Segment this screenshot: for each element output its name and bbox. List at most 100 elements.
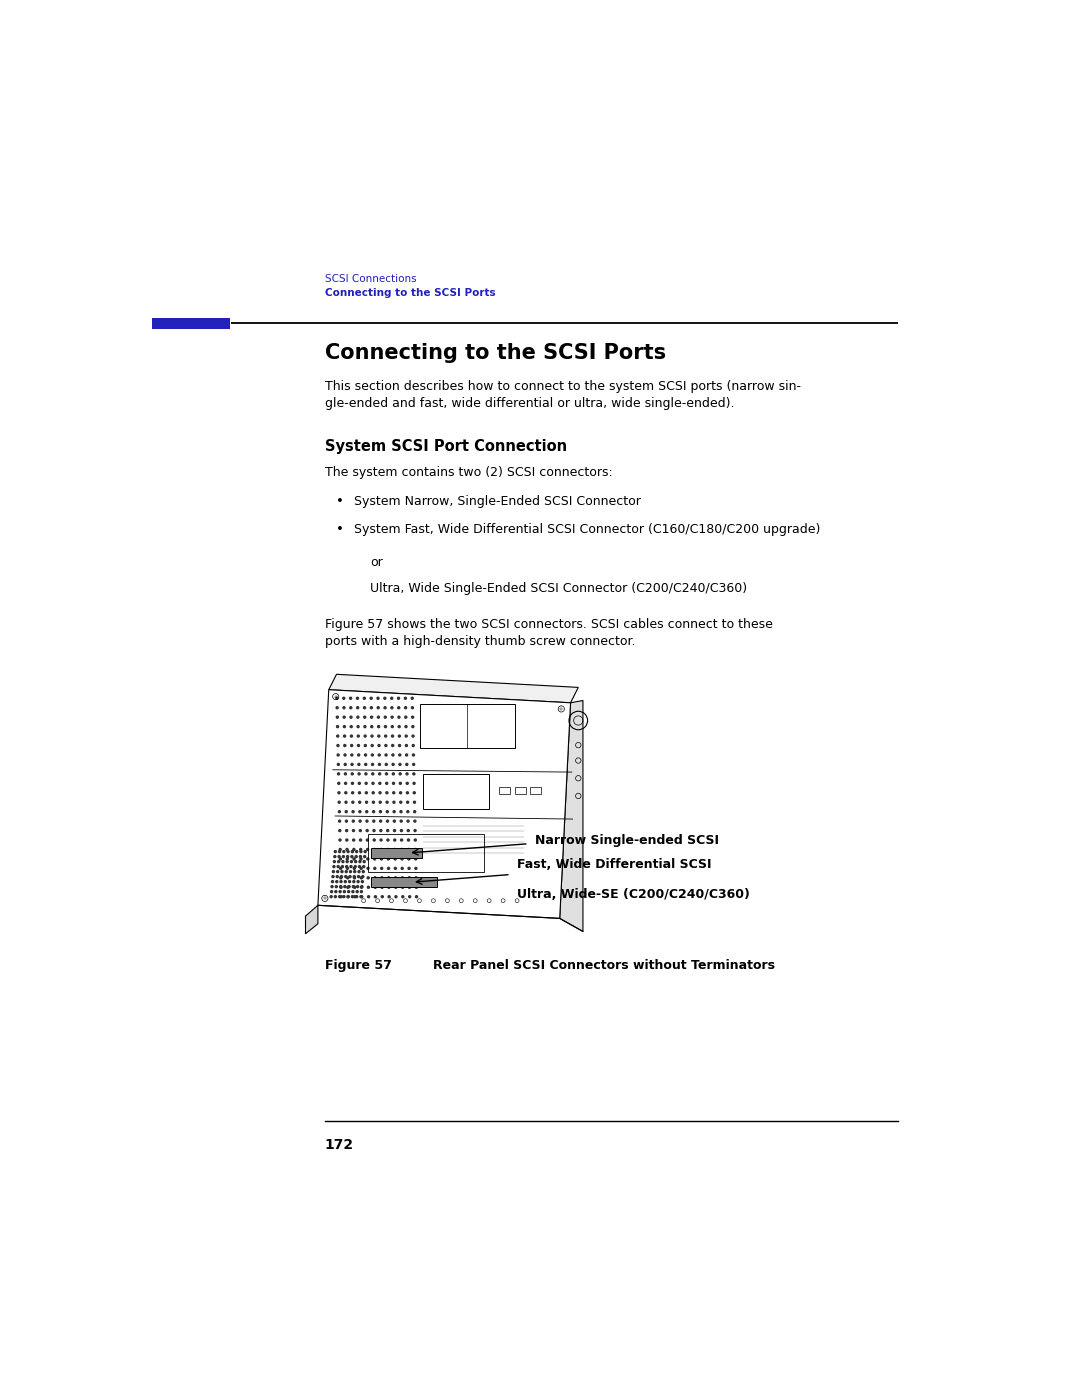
Bar	[372, 877, 437, 887]
Circle shape	[352, 802, 354, 803]
Circle shape	[401, 840, 403, 841]
Circle shape	[384, 735, 387, 738]
Circle shape	[350, 725, 352, 728]
Circle shape	[365, 763, 367, 766]
Circle shape	[391, 725, 393, 728]
Circle shape	[347, 858, 348, 861]
Circle shape	[400, 782, 402, 784]
Circle shape	[374, 877, 376, 879]
Circle shape	[405, 717, 407, 718]
Circle shape	[397, 717, 400, 718]
Circle shape	[360, 895, 362, 898]
Circle shape	[411, 707, 414, 708]
Text: •: •	[336, 495, 343, 509]
Text: Ultra, Wide-SE (C200/C240/C360): Ultra, Wide-SE (C200/C240/C360)	[517, 888, 750, 901]
Circle shape	[360, 840, 362, 841]
Text: Connecting to the SCSI Ports: Connecting to the SCSI Ports	[325, 288, 496, 298]
Circle shape	[414, 802, 416, 803]
Circle shape	[394, 858, 396, 861]
Circle shape	[363, 697, 365, 700]
Circle shape	[338, 773, 339, 775]
Circle shape	[357, 880, 359, 883]
Circle shape	[335, 851, 336, 852]
Circle shape	[406, 782, 408, 784]
Circle shape	[394, 840, 395, 841]
Circle shape	[387, 840, 389, 841]
Circle shape	[345, 792, 347, 793]
Circle shape	[359, 866, 361, 868]
Circle shape	[406, 763, 408, 766]
Circle shape	[339, 868, 341, 869]
Circle shape	[334, 861, 336, 862]
Circle shape	[408, 895, 410, 898]
Circle shape	[352, 810, 354, 813]
Circle shape	[342, 895, 345, 898]
Circle shape	[377, 717, 379, 718]
Circle shape	[370, 697, 373, 700]
Polygon shape	[559, 700, 583, 932]
Circle shape	[365, 773, 367, 775]
Circle shape	[407, 810, 409, 813]
Circle shape	[378, 735, 380, 738]
Circle shape	[350, 707, 352, 708]
Circle shape	[346, 810, 348, 813]
Text: Ultra, Wide Single-Ended SCSI Connector (C200/C240/C360): Ultra, Wide Single-Ended SCSI Connector …	[369, 583, 747, 595]
Circle shape	[380, 868, 382, 869]
Circle shape	[338, 851, 340, 852]
Circle shape	[393, 792, 394, 793]
Circle shape	[330, 895, 333, 898]
Circle shape	[345, 773, 347, 775]
Circle shape	[359, 773, 360, 775]
Circle shape	[357, 754, 360, 756]
Circle shape	[392, 782, 394, 784]
Circle shape	[379, 810, 381, 813]
Circle shape	[414, 830, 416, 831]
Circle shape	[383, 697, 386, 700]
Circle shape	[379, 792, 381, 793]
Circle shape	[357, 763, 360, 766]
Circle shape	[384, 717, 387, 718]
Circle shape	[366, 848, 368, 851]
Circle shape	[413, 763, 415, 766]
Circle shape	[338, 861, 339, 862]
Circle shape	[337, 725, 338, 728]
Bar	[152, 317, 230, 328]
Circle shape	[411, 725, 414, 728]
Circle shape	[339, 848, 341, 851]
Circle shape	[361, 886, 363, 888]
Circle shape	[367, 858, 368, 861]
Text: Fast, Wide Differential SCSI: Fast, Wide Differential SCSI	[517, 858, 712, 872]
Circle shape	[337, 866, 339, 868]
Text: Rear Panel SCSI Connectors without Terminators: Rear Panel SCSI Connectors without Termi…	[433, 960, 775, 972]
Bar	[367, 834, 484, 872]
Circle shape	[379, 782, 381, 784]
Circle shape	[357, 725, 359, 728]
Text: SCSI Connections: SCSI Connections	[325, 274, 417, 284]
Circle shape	[340, 880, 342, 883]
Circle shape	[395, 886, 396, 888]
Circle shape	[407, 848, 409, 851]
Circle shape	[387, 810, 389, 813]
Circle shape	[359, 861, 361, 862]
Circle shape	[388, 868, 390, 869]
Circle shape	[386, 802, 388, 803]
Circle shape	[380, 848, 382, 851]
Circle shape	[345, 763, 347, 766]
Text: System Fast, Wide Differential SCSI Connector (C160/C180/C200 upgrade): System Fast, Wide Differential SCSI Conn…	[354, 524, 821, 536]
Circle shape	[365, 754, 366, 756]
Circle shape	[414, 810, 416, 813]
Circle shape	[338, 810, 340, 813]
Circle shape	[366, 840, 368, 841]
Circle shape	[373, 792, 374, 793]
Circle shape	[372, 745, 374, 746]
Circle shape	[373, 802, 375, 803]
Circle shape	[353, 880, 355, 883]
Circle shape	[370, 717, 373, 718]
Circle shape	[367, 868, 369, 869]
Circle shape	[353, 886, 355, 888]
Circle shape	[399, 725, 401, 728]
Circle shape	[415, 877, 417, 879]
Circle shape	[343, 717, 346, 718]
Circle shape	[347, 851, 349, 852]
Circle shape	[356, 891, 359, 893]
